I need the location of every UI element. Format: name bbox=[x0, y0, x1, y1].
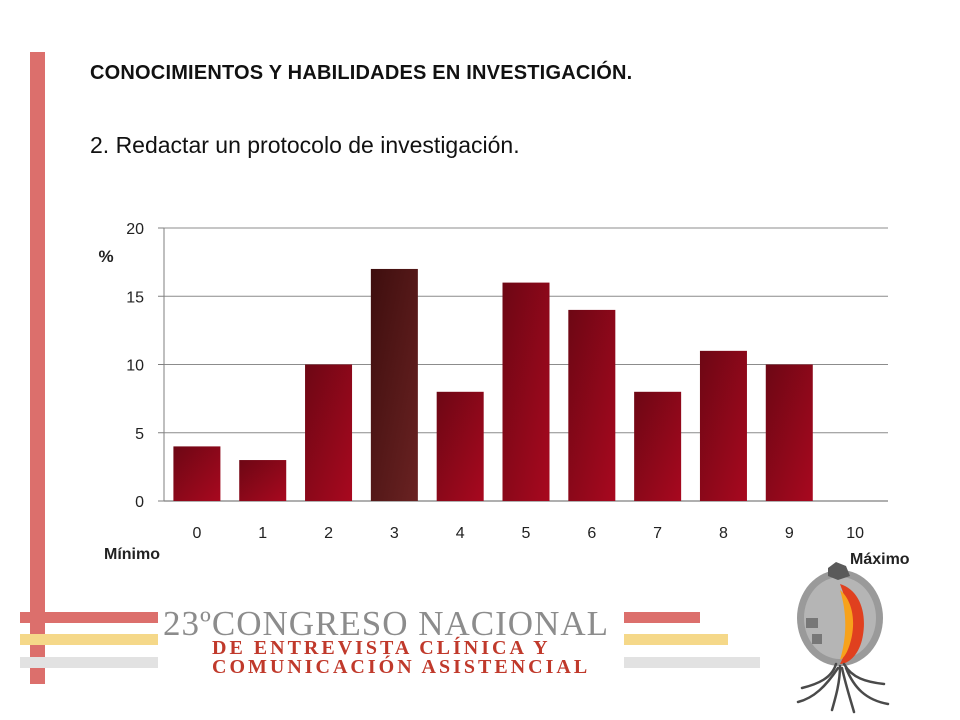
congress-logo-subtitle-1: DE ENTREVISTA CLÍNICA Y bbox=[212, 637, 551, 659]
y-tick-label-20: 20 bbox=[126, 221, 144, 238]
y-tick-label-10: 10 bbox=[126, 358, 144, 375]
x-axis-ticks: 0 1 2 3 4 5 6 7 8 9 10 bbox=[192, 525, 864, 542]
bar-5 bbox=[502, 282, 550, 501]
y-tick-label-15: 15 bbox=[126, 289, 144, 306]
bar-7 bbox=[634, 391, 682, 501]
slide-subtitle: 2. Redactar un protocolo de investigació… bbox=[90, 132, 520, 158]
chart-bars bbox=[173, 268, 813, 501]
x-tick-label-5: 5 bbox=[522, 525, 531, 542]
congress-logo-title: 23ºCONGRESO NACIONAL bbox=[163, 604, 609, 643]
bar-0 bbox=[173, 446, 221, 501]
scale-min-label: Mínimo bbox=[104, 546, 160, 563]
slide-title: CONOCIMIENTOS Y HABILIDADES EN INVESTIGA… bbox=[90, 62, 633, 84]
y-tick-label-0: 0 bbox=[135, 494, 144, 511]
bar-6 bbox=[568, 309, 616, 501]
x-tick-label-10: 10 bbox=[846, 525, 864, 542]
x-tick-label-2: 2 bbox=[324, 525, 333, 542]
stripe-yellow-right bbox=[624, 634, 728, 645]
bar-3 bbox=[370, 268, 418, 501]
x-tick-label-0: 0 bbox=[192, 525, 201, 542]
y-axis-label: % bbox=[98, 247, 113, 266]
stripe-gray-left bbox=[20, 657, 158, 668]
y-tick-label-5: 5 bbox=[135, 426, 144, 443]
stripe-red-left bbox=[20, 612, 158, 623]
x-tick-label-8: 8 bbox=[719, 525, 728, 542]
heart-emblem-icon bbox=[796, 562, 890, 714]
bar-1 bbox=[239, 460, 287, 501]
bar-2 bbox=[305, 364, 353, 501]
x-tick-label-9: 9 bbox=[785, 525, 794, 542]
stripe-yellow-left bbox=[20, 634, 158, 645]
scale-max-label: Máximo bbox=[850, 551, 910, 568]
bar-8 bbox=[699, 350, 747, 501]
x-tick-label-4: 4 bbox=[456, 525, 465, 542]
stripe-red-right bbox=[624, 612, 700, 623]
y-axis-ticks: 0 5 10 15 20 bbox=[126, 221, 144, 511]
stripe-gray-right bbox=[624, 657, 760, 668]
congress-logo-subtitle-2: COMUNICACIÓN ASISTENCIAL bbox=[212, 656, 591, 678]
bar-4 bbox=[436, 391, 484, 501]
x-tick-label-6: 6 bbox=[587, 525, 596, 542]
x-tick-label-7: 7 bbox=[653, 525, 662, 542]
bar-9 bbox=[765, 364, 813, 501]
x-tick-label-3: 3 bbox=[390, 525, 399, 542]
x-tick-label-1: 1 bbox=[258, 525, 267, 542]
left-accent-bar bbox=[30, 52, 45, 684]
